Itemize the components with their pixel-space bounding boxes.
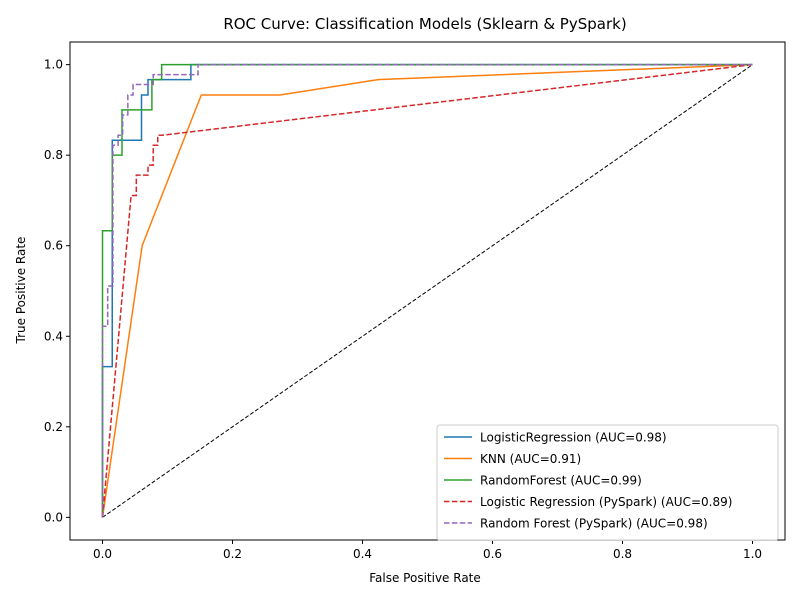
legend-entry: LogisticRegression (AUC=0.98): [480, 431, 667, 445]
series-line-0: [101, 63, 753, 518]
x-axis-label: False Positive Rate: [369, 571, 481, 585]
legend-entry: KNN (AUC=0.91): [480, 452, 581, 466]
x-tick-label: 0.2: [223, 547, 242, 561]
y-tick-label: 0.8: [44, 148, 63, 162]
legend-entry: RandomForest (AUC=0.99): [480, 474, 642, 488]
y-tick-label: 1.0: [44, 58, 63, 72]
legend-box: [436, 424, 779, 541]
x-tick-label: 0.6: [483, 547, 502, 561]
y-tick-label: 0.0: [44, 510, 63, 524]
x-tick-label: 1.0: [743, 547, 762, 561]
y-tick-label: 0.2: [44, 420, 63, 434]
x-tick-label: 0.0: [93, 547, 112, 561]
legend-entry: Random Forest (PySpark) (AUC=0.98): [480, 517, 708, 531]
y-tick-label: 0.4: [44, 329, 63, 343]
plot-frame: [69, 41, 786, 541]
series-line-3: [101, 63, 753, 518]
chart-title: ROC Curve: Classification Models (Sklear…: [223, 15, 626, 33]
series-line-1: [101, 63, 753, 518]
y-axis-label: True Positive Rate: [14, 237, 28, 345]
series-line-4: [101, 63, 753, 518]
legend-entry: Logistic Regression (PySpark) (AUC=0.89): [480, 495, 732, 509]
plot-area: 0.0 0.2 0.4 0.6 0.8 1.0 0.0 0.2 0.4 0.6 0.8 1.0 Logi…: [44, 41, 786, 561]
x-tick-label: 0.8: [613, 547, 632, 561]
y-tick-label: 0.6: [44, 239, 63, 253]
chance-diagonal-line: [102, 64, 753, 518]
x-tick-label: 0.4: [353, 547, 372, 561]
